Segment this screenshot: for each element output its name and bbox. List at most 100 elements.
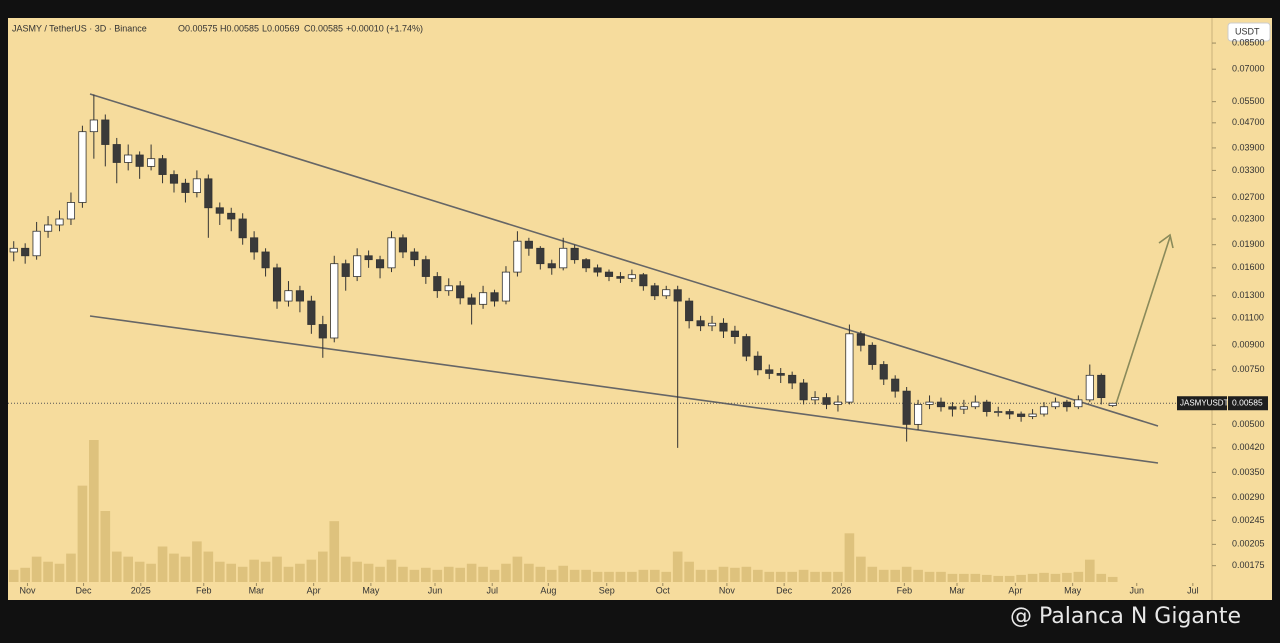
x-tick-label: Aug bbox=[540, 585, 556, 595]
last-price-box bbox=[1228, 396, 1268, 411]
x-tick-label: Apr bbox=[307, 585, 321, 595]
x-tick-label: Jun bbox=[428, 585, 443, 595]
volume-bar bbox=[901, 566, 912, 582]
volume-bar bbox=[546, 569, 557, 582]
candle-body bbox=[398, 237, 408, 253]
volume-bar bbox=[1004, 575, 1015, 582]
x-tick-label: Nov bbox=[719, 585, 736, 595]
volume-bar bbox=[363, 563, 374, 582]
x-tick-label: Jun bbox=[1129, 585, 1144, 595]
volume-bar bbox=[77, 485, 88, 582]
volume-bar bbox=[398, 566, 408, 582]
candle-body bbox=[662, 289, 671, 297]
y-tick-label: 0.00750 bbox=[1232, 364, 1265, 374]
candle-body bbox=[1097, 374, 1106, 399]
volume-bar bbox=[592, 571, 603, 582]
volume-bar bbox=[180, 556, 191, 582]
y-tick-label: 0.01900 bbox=[1232, 239, 1265, 249]
volume-bar bbox=[684, 561, 694, 582]
candle-body bbox=[147, 158, 156, 167]
candle-body bbox=[616, 276, 625, 279]
volume-bar bbox=[443, 566, 454, 582]
y-tick-label: 0.02700 bbox=[1232, 192, 1265, 202]
volume-bar bbox=[970, 573, 981, 582]
volume-bar bbox=[741, 566, 752, 582]
price-change: +0.00010 (+1.74%) bbox=[346, 23, 423, 33]
arrow-shaft bbox=[1115, 236, 1171, 405]
volume-bar bbox=[111, 551, 122, 582]
volume-bar bbox=[489, 569, 500, 582]
candle-body bbox=[730, 330, 739, 337]
candle-body bbox=[742, 336, 751, 357]
candle-body bbox=[410, 251, 419, 261]
upper-trendline bbox=[89, 93, 1159, 427]
symbol-tag: JASMYUSDT bbox=[1180, 398, 1229, 407]
candle-body bbox=[479, 292, 488, 305]
candle-body bbox=[295, 290, 304, 302]
candle-body bbox=[32, 230, 41, 257]
volume-bar bbox=[775, 571, 786, 582]
volume-bar bbox=[993, 575, 1004, 582]
candle-body bbox=[238, 218, 247, 239]
candle-body bbox=[501, 271, 511, 302]
y-tick-label: 0.00205 bbox=[1232, 539, 1265, 549]
volume-bar bbox=[672, 551, 683, 582]
x-tick-label: Jul bbox=[486, 585, 498, 595]
candle-body bbox=[902, 390, 911, 425]
y-tick-label: 0.01100 bbox=[1232, 313, 1264, 323]
volume-bar bbox=[455, 567, 465, 582]
candle-body bbox=[1074, 399, 1083, 408]
volume-bar bbox=[260, 561, 271, 582]
candle-body bbox=[559, 247, 568, 269]
volume-bar bbox=[501, 563, 511, 582]
candle-body bbox=[1039, 406, 1049, 415]
volume-bar bbox=[1027, 573, 1038, 582]
y-tick-label: 0.03300 bbox=[1232, 165, 1265, 175]
volume-bar bbox=[844, 533, 855, 582]
candle-body bbox=[330, 263, 339, 339]
candle-body bbox=[9, 247, 18, 253]
y-tick-label: 0.00245 bbox=[1232, 515, 1265, 525]
candle-body bbox=[181, 182, 190, 193]
volume-bar bbox=[237, 566, 248, 582]
ohlc-value: H0.00585 bbox=[220, 23, 259, 33]
volume-bar bbox=[329, 521, 340, 582]
symbol-tag-box bbox=[1177, 396, 1227, 411]
chart-background bbox=[8, 18, 1272, 600]
candle-body bbox=[307, 300, 316, 325]
candle-body bbox=[845, 333, 854, 403]
candle-body bbox=[753, 355, 762, 371]
volume-bar bbox=[535, 566, 546, 582]
volume-bar bbox=[100, 511, 111, 582]
volume-bar bbox=[512, 556, 523, 582]
candle-body bbox=[719, 322, 728, 332]
y-tick-label: 0.00420 bbox=[1232, 442, 1265, 452]
x-tick-label: May bbox=[1064, 585, 1082, 595]
currency-button[interactable] bbox=[1227, 22, 1271, 42]
x-tick-label: Feb bbox=[196, 585, 212, 595]
x-tick-label: Apr bbox=[1008, 585, 1022, 595]
y-tick-label: 0.04700 bbox=[1232, 117, 1265, 127]
volume-bar bbox=[352, 561, 362, 582]
candle-body bbox=[135, 154, 144, 167]
candle-body bbox=[261, 251, 270, 269]
volume-bar bbox=[409, 569, 420, 582]
volume-bar bbox=[627, 571, 637, 582]
candle-body bbox=[925, 401, 934, 405]
candle-body bbox=[284, 290, 293, 302]
candle-body bbox=[318, 324, 327, 339]
volume-bar bbox=[295, 563, 305, 582]
volume-bar bbox=[226, 563, 237, 582]
candle-body bbox=[959, 406, 968, 410]
candle-body bbox=[1028, 413, 1037, 417]
y-tick-label: 0.08500 bbox=[1232, 37, 1265, 47]
volume-bar bbox=[753, 569, 763, 582]
x-tick-label: Sep bbox=[599, 585, 615, 595]
candle-body bbox=[353, 255, 362, 277]
volume-bar bbox=[214, 561, 225, 582]
candle-body bbox=[66, 202, 76, 220]
volume-bar bbox=[730, 567, 740, 582]
candle-body bbox=[627, 274, 636, 279]
candle-body bbox=[604, 271, 614, 277]
volume-bar bbox=[375, 566, 385, 582]
